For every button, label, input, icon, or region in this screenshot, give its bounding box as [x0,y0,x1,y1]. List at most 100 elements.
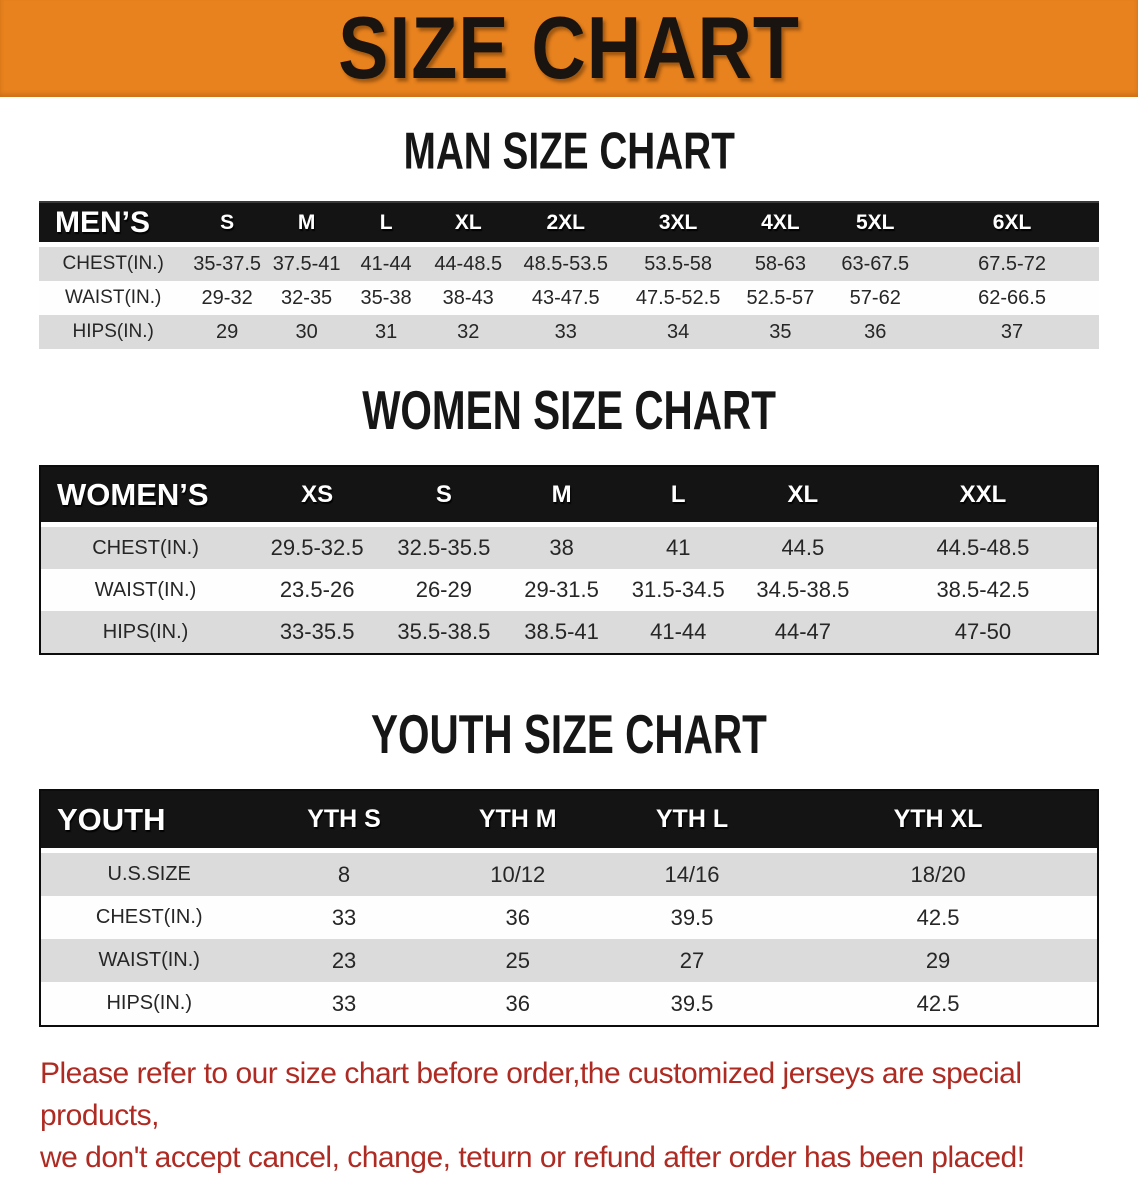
table-row: U.S.SIZE 8 10/12 14/16 18/20 [41,853,1097,896]
size-column-header: L [619,467,737,527]
size-value: 52.5-57 [735,281,826,315]
size-column-header: YTH S [257,791,431,853]
size-value: 63-67.5 [825,247,926,281]
size-value: 62-66.5 [925,281,1099,315]
size-value: 37.5-41 [266,247,347,281]
table-row: WAIST(IN.) 23.5-26 26-29 29-31.5 31.5-34.5 34… [41,569,1097,611]
size-value: 34 [620,315,736,349]
size-column-header: M [503,467,620,527]
size-value: 14/16 [604,853,780,896]
table-row: HIPS(IN.) 33-35.5 35.5-38.5 38.5-41 41-44 44-… [41,611,1097,653]
size-value: 35-37.5 [187,247,267,281]
size-value: 29-32 [187,281,267,315]
man-section-heading: MAN SIZE CHART [0,123,1138,181]
table-row: HIPS(IN.) 33 36 39.5 42.5 [41,982,1097,1025]
size-column-header: YTH XL [779,791,1097,853]
size-column-header: S [187,203,267,247]
women-section-heading: WOMEN SIZE CHART [0,379,1138,440]
size-value: 35-38 [346,281,426,315]
row-label: CHEST(IN.) [41,896,258,939]
size-column-header: XL [736,467,869,527]
size-value: 36 [430,982,605,1025]
women-section-heading-text: WOMEN SIZE CHART [362,379,776,441]
size-value: 38 [503,527,620,569]
row-label: HIPS(IN.) [41,982,258,1025]
size-value: 44.5-48.5 [868,527,1097,569]
youth-section-heading: YOUTH SIZE CHART [0,703,1138,764]
size-value: 38.5-41 [503,611,620,653]
size-column-header: YTH M [430,791,605,853]
size-value: 10/12 [430,853,605,896]
row-label: U.S.SIZE [41,853,258,896]
youth-size-table: YOUTH YTH S YTH M YTH L YTH XL U.S.SIZE 8 10/12… [39,789,1099,1027]
size-value: 39.5 [604,982,780,1025]
size-value: 33 [510,315,621,349]
size-value: 29 [779,939,1097,982]
size-value: 31 [346,315,426,349]
size-value: 32.5-35.5 [384,527,504,569]
table-header-row: MEN’S S M L XL 2XL 3XL 4XL 5XL 6XL [39,203,1099,247]
size-value: 36 [825,315,926,349]
table-category-header: YOUTH [41,791,258,853]
row-label: WAIST(IN.) [41,569,251,611]
size-column-header: 6XL [925,203,1099,247]
size-value: 44-48.5 [425,247,511,281]
size-value: 42.5 [779,982,1097,1025]
size-value: 32-35 [266,281,347,315]
size-value: 27 [604,939,780,982]
size-value: 29.5-32.5 [250,527,385,569]
youth-section-heading-text: YOUTH SIZE CHART [371,703,767,765]
size-column-header: 4XL [735,203,826,247]
disclaimer-line-2: we don't accept cancel, change, teturn o… [40,1141,1025,1174]
size-value: 57-62 [825,281,926,315]
disclaimer-text: Please refer to our size chart before or… [40,1053,1118,1179]
size-value: 41-44 [619,611,737,653]
man-section-heading-text: MAN SIZE CHART [403,122,735,181]
row-label: WAIST(IN.) [41,939,258,982]
size-column-header: L [346,203,426,247]
table-category-header: MEN’S [39,203,188,247]
row-label: HIPS(IN.) [39,315,188,349]
size-column-header: XXL [868,467,1097,527]
size-value: 39.5 [604,896,780,939]
size-value: 37 [925,315,1099,349]
size-value: 41-44 [346,247,426,281]
size-value: 44.5 [736,527,869,569]
size-value: 33-35.5 [250,611,385,653]
size-value: 36 [430,896,605,939]
table-row: CHEST(IN.) 29.5-32.5 32.5-35.5 38 41 44.5 44.5… [41,527,1097,569]
banner-title: SIZE CHART [338,0,800,98]
size-value: 26-29 [384,569,504,611]
size-value: 48.5-53.5 [510,247,621,281]
row-label: CHEST(IN.) [39,247,188,281]
size-value: 47.5-52.5 [620,281,736,315]
disclaimer-line-1: Please refer to our size chart before or… [40,1057,1022,1132]
size-value: 29-31.5 [503,569,620,611]
table-row: CHEST(IN.) 33 36 39.5 42.5 [41,896,1097,939]
row-label: HIPS(IN.) [41,611,251,653]
banner: SIZE CHART [0,0,1138,97]
table-header-row: YOUTH YTH S YTH M YTH L YTH XL [41,791,1097,853]
size-column-header: XL [425,203,511,247]
size-column-header: YTH L [604,791,780,853]
size-column-header: 5XL [825,203,926,247]
size-column-header: M [266,203,347,247]
size-value: 18/20 [779,853,1097,896]
size-value: 35 [735,315,826,349]
size-value: 41 [619,527,737,569]
size-value: 35.5-38.5 [384,611,504,653]
table-row: WAIST(IN.) 29-32 32-35 35-38 38-43 43-47.5 47.… [39,281,1099,315]
size-value: 8 [257,853,431,896]
row-label: CHEST(IN.) [41,527,251,569]
size-value: 47-50 [868,611,1097,653]
women-size-table: WOMEN’S XS S M L XL XXL CHEST(IN.) 29.5-32.5 32.5… [39,465,1099,655]
table-category-header: WOMEN’S [41,467,251,527]
size-value: 38-43 [425,281,511,315]
size-column-header: S [384,467,504,527]
size-value: 34.5-38.5 [736,569,869,611]
table-row: WAIST(IN.) 23 25 27 29 [41,939,1097,982]
size-value: 67.5-72 [925,247,1099,281]
size-value: 30 [266,315,347,349]
size-value: 38.5-42.5 [868,569,1097,611]
